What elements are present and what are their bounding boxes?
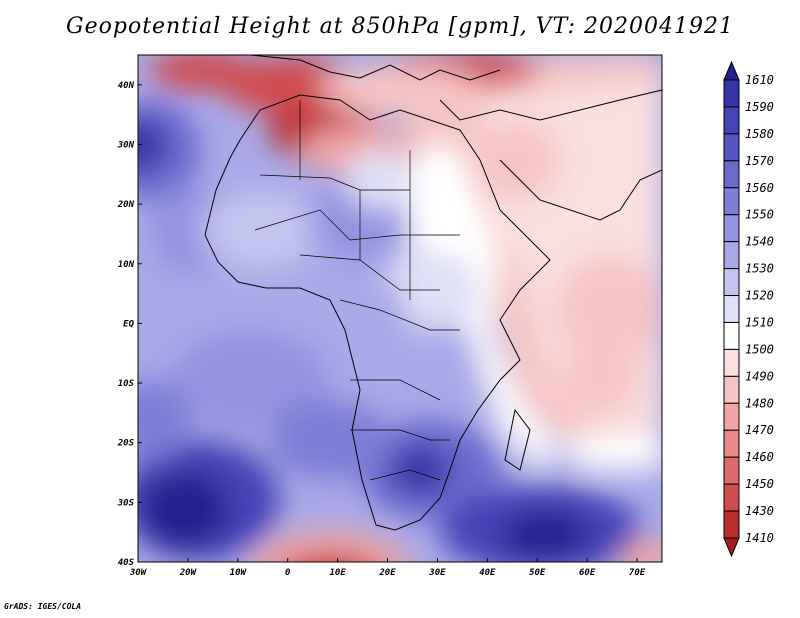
y-tick-label: 30N — [117, 140, 135, 150]
colorbar-label: 1550 — [745, 208, 774, 222]
colorbar-box — [723, 348, 740, 377]
colorbar-label: 1460 — [745, 450, 774, 464]
colorbar-box — [723, 133, 740, 162]
footer-credit: GrADS: IGES/COLA — [4, 602, 82, 611]
x-tick-label: 10E — [329, 568, 346, 578]
colorbar-label: 1520 — [745, 289, 774, 303]
y-tick-label: 40N — [118, 81, 135, 91]
x-tick-label: 20W — [179, 568, 198, 578]
colorbar-box — [723, 241, 740, 270]
colorbar-box — [723, 79, 740, 108]
colorbar-box — [723, 429, 740, 458]
y-tick-label: EQ — [123, 319, 134, 329]
colorbar-box — [723, 321, 740, 350]
colorbar-box — [723, 375, 740, 404]
colorbar-box — [723, 106, 740, 135]
colorbar-label: 1540 — [745, 235, 774, 249]
colorbar-box — [723, 268, 740, 297]
colorbar-box — [723, 402, 740, 431]
y-tick-label: 20S — [117, 439, 135, 449]
x-tick-label: 30W — [129, 568, 148, 578]
colorbar-box — [723, 295, 740, 323]
colorbar-label: 1490 — [745, 369, 774, 383]
colorbar-box — [723, 160, 740, 189]
x-tick-label: 40E — [479, 568, 496, 578]
x-axis: 30W 20W 10W 0 10E 20E 30E 40E 50E 60E 70E — [129, 558, 646, 578]
colorbar-label: 1570 — [745, 154, 774, 168]
x-tick-label: 70E — [629, 568, 646, 578]
x-tick-label: 10W — [230, 568, 248, 578]
y-tick-label: 10N — [118, 260, 135, 270]
colorbar-label: 1590 — [745, 100, 774, 114]
x-tick-label: 60E — [579, 568, 596, 578]
map-frame — [137, 54, 663, 563]
colorbar-label: 1410 — [745, 531, 774, 545]
y-tick-label: 10S — [118, 379, 135, 389]
y-tick-label: 20N — [117, 200, 135, 210]
height-field — [138, 55, 662, 562]
y-tick-label: 30S — [117, 498, 135, 508]
colorbar-box — [723, 214, 740, 243]
x-tick-label: 30E — [428, 568, 446, 578]
x-tick-label: 20E — [378, 568, 396, 578]
colorbar-label: 1510 — [745, 315, 774, 329]
colorbar-label: 1610 — [745, 73, 774, 87]
colorbar-label: 1560 — [745, 181, 774, 195]
map-title: Geopotential Height at 850hPa [gpm], VT:… — [66, 14, 734, 39]
colorbar-label: 1470 — [745, 423, 774, 437]
x-tick-label: 0 — [285, 568, 291, 578]
colorbar-label: 1580 — [745, 127, 774, 141]
colorbar-bottom-arrow — [723, 537, 740, 558]
colorbar: 1610 1590 1580 1570 1560 1550 1540 1530 1520 1510… — [723, 60, 774, 558]
colorbar-label: 1450 — [745, 477, 774, 491]
colorbar-top-arrow — [723, 60, 740, 81]
y-axis: 40N 30N 20N 10N EQ 10S 20S 30S 40S — [117, 81, 142, 568]
x-tick-label: 50E — [529, 568, 546, 578]
coastlines — [204, 55, 662, 531]
colorbar-label: 1530 — [745, 262, 774, 276]
y-tick-label: 40S — [118, 558, 135, 568]
colorbar-box — [723, 187, 740, 216]
colorbar-box — [723, 456, 740, 485]
colorbar-box — [723, 510, 740, 539]
borders — [254, 100, 460, 481]
colorbar-box — [723, 483, 740, 512]
colorbar-label: 1430 — [745, 504, 774, 518]
colorbar-label: 1500 — [745, 342, 774, 356]
colorbar-label: 1480 — [745, 396, 774, 410]
